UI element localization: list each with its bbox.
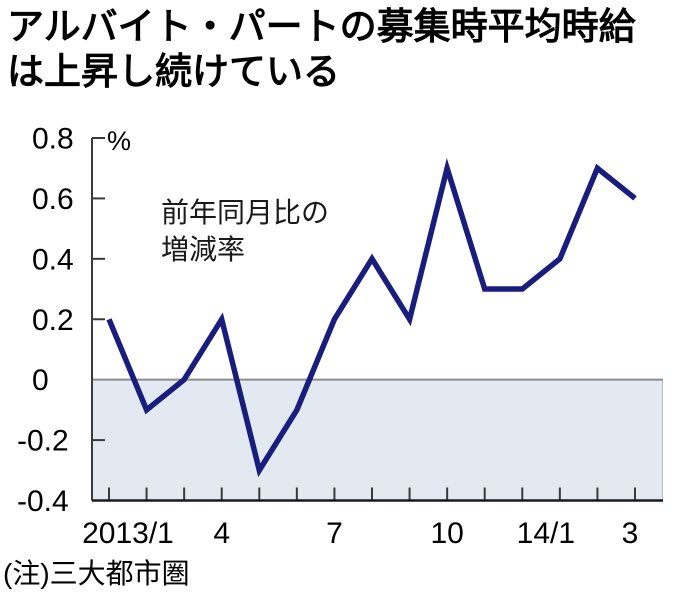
x-tick-label: 14/1 [517,517,575,550]
footnote: (注)三大都市圏 [3,558,190,589]
y-tick-label: 0.8 [32,123,74,156]
below-zero-shading [92,379,663,501]
series-annotation-line2: 増減率 [161,234,246,265]
y-tick-label: 0 [32,364,49,397]
y-tick-label: 0.4 [32,243,74,276]
y-tick-label: -0.2 [17,425,69,458]
x-tick-label: 7 [326,517,343,550]
chart-title: アルバイト・パートの募集時平均時給 は上昇し続けている [7,4,636,94]
x-tick-label: 2013/1 [82,517,174,550]
chart-title-line2: は上昇し続けている [7,51,340,92]
data-line [106,157,637,478]
unit-label: % [107,126,131,156]
chart-title-line1: アルバイト・パートの募集時平均時給 [7,6,636,47]
x-tick-label: 3 [622,517,639,550]
series-annotation: 前年同月比の 増減率 [161,194,329,268]
series-annotation-line1: 前年同月比の [161,197,330,228]
x-tick-label: 10 [430,517,463,550]
y-tick-label: 0.2 [32,304,74,337]
y-tick-label: 0.6 [32,183,74,216]
y-tick-label: -0.4 [17,485,69,518]
x-tick-label: 4 [213,517,230,550]
